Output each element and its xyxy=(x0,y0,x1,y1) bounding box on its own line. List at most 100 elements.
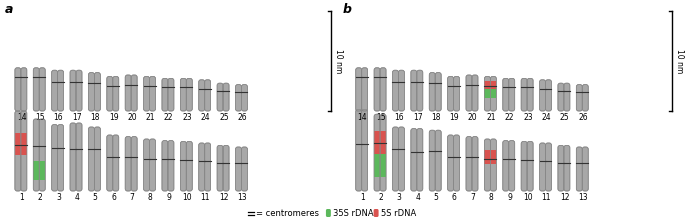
Text: 6: 6 xyxy=(111,193,116,202)
FancyBboxPatch shape xyxy=(380,114,386,191)
Text: 22: 22 xyxy=(505,113,514,122)
Text: 3: 3 xyxy=(56,193,61,202)
FancyBboxPatch shape xyxy=(527,78,533,111)
FancyBboxPatch shape xyxy=(21,68,27,111)
Text: 2: 2 xyxy=(38,193,42,202)
Text: 19: 19 xyxy=(109,113,119,122)
Text: a: a xyxy=(5,3,13,16)
FancyBboxPatch shape xyxy=(466,137,472,191)
FancyBboxPatch shape xyxy=(429,130,435,191)
Text: = centromeres: = centromeres xyxy=(256,209,319,218)
Bar xyxy=(39,161,45,180)
FancyBboxPatch shape xyxy=(472,137,478,191)
FancyBboxPatch shape xyxy=(564,145,570,191)
FancyBboxPatch shape xyxy=(131,137,137,191)
FancyBboxPatch shape xyxy=(373,209,379,217)
FancyBboxPatch shape xyxy=(399,127,404,191)
Text: 18: 18 xyxy=(432,113,440,122)
FancyBboxPatch shape xyxy=(144,139,149,191)
Text: 9: 9 xyxy=(166,193,171,202)
FancyBboxPatch shape xyxy=(393,70,399,111)
FancyBboxPatch shape xyxy=(558,83,564,111)
Bar xyxy=(490,81,497,89)
Text: 17: 17 xyxy=(413,113,423,122)
FancyBboxPatch shape xyxy=(186,78,192,111)
Text: 21: 21 xyxy=(486,113,496,122)
Text: 1: 1 xyxy=(19,193,24,202)
Bar xyxy=(380,131,386,154)
Text: 35S rDNA: 35S rDNA xyxy=(333,209,373,218)
FancyBboxPatch shape xyxy=(490,139,497,191)
FancyBboxPatch shape xyxy=(236,147,241,191)
FancyBboxPatch shape xyxy=(241,85,247,111)
FancyBboxPatch shape xyxy=(380,68,386,111)
Text: 14: 14 xyxy=(17,113,27,122)
FancyBboxPatch shape xyxy=(393,127,399,191)
Text: 5: 5 xyxy=(434,193,438,202)
FancyBboxPatch shape xyxy=(39,68,45,111)
Bar xyxy=(490,151,497,164)
Text: 13: 13 xyxy=(578,193,588,202)
Text: 4: 4 xyxy=(74,193,79,202)
Text: 22: 22 xyxy=(164,113,173,122)
FancyBboxPatch shape xyxy=(399,70,404,111)
FancyBboxPatch shape xyxy=(88,73,95,111)
Text: 12: 12 xyxy=(560,193,569,202)
FancyBboxPatch shape xyxy=(435,73,441,111)
Text: 24: 24 xyxy=(201,113,210,122)
FancyBboxPatch shape xyxy=(199,143,205,191)
Bar xyxy=(34,161,39,180)
Text: 17: 17 xyxy=(72,113,82,122)
FancyBboxPatch shape xyxy=(217,83,223,111)
Text: 25: 25 xyxy=(560,113,569,122)
FancyBboxPatch shape xyxy=(131,75,137,111)
Text: 19: 19 xyxy=(449,113,459,122)
Bar xyxy=(490,89,497,98)
Text: 23: 23 xyxy=(523,113,533,122)
Text: 15: 15 xyxy=(35,113,45,122)
FancyBboxPatch shape xyxy=(168,141,174,191)
FancyBboxPatch shape xyxy=(356,68,362,111)
FancyBboxPatch shape xyxy=(484,139,490,191)
FancyBboxPatch shape xyxy=(125,137,131,191)
FancyBboxPatch shape xyxy=(576,147,582,191)
Text: 3: 3 xyxy=(397,193,401,202)
FancyBboxPatch shape xyxy=(107,76,113,111)
FancyBboxPatch shape xyxy=(88,127,95,191)
FancyBboxPatch shape xyxy=(447,135,453,191)
FancyBboxPatch shape xyxy=(236,85,241,111)
FancyBboxPatch shape xyxy=(95,127,101,191)
FancyBboxPatch shape xyxy=(70,123,76,191)
FancyBboxPatch shape xyxy=(558,145,564,191)
Text: 23: 23 xyxy=(182,113,192,122)
FancyBboxPatch shape xyxy=(34,119,39,191)
FancyBboxPatch shape xyxy=(362,109,368,191)
Text: 10: 10 xyxy=(182,193,192,202)
FancyBboxPatch shape xyxy=(205,80,211,111)
Bar xyxy=(374,154,380,177)
Text: 8: 8 xyxy=(148,193,153,202)
Text: 6: 6 xyxy=(452,193,457,202)
Text: 11: 11 xyxy=(542,193,551,202)
FancyBboxPatch shape xyxy=(509,141,514,191)
FancyBboxPatch shape xyxy=(241,147,247,191)
Text: 11: 11 xyxy=(201,193,210,202)
FancyBboxPatch shape xyxy=(58,125,64,191)
FancyBboxPatch shape xyxy=(186,141,192,191)
FancyBboxPatch shape xyxy=(374,68,380,111)
FancyBboxPatch shape xyxy=(411,70,417,111)
FancyBboxPatch shape xyxy=(545,143,551,191)
Text: 18: 18 xyxy=(90,113,100,122)
FancyBboxPatch shape xyxy=(540,143,545,191)
FancyBboxPatch shape xyxy=(521,78,527,111)
FancyBboxPatch shape xyxy=(76,123,82,191)
FancyBboxPatch shape xyxy=(326,209,331,217)
FancyBboxPatch shape xyxy=(162,78,168,111)
FancyBboxPatch shape xyxy=(374,114,380,191)
FancyBboxPatch shape xyxy=(429,73,435,111)
FancyBboxPatch shape xyxy=(509,78,514,111)
FancyBboxPatch shape xyxy=(180,141,186,191)
FancyBboxPatch shape xyxy=(503,141,509,191)
Text: b: b xyxy=(342,3,352,16)
FancyBboxPatch shape xyxy=(521,141,527,191)
